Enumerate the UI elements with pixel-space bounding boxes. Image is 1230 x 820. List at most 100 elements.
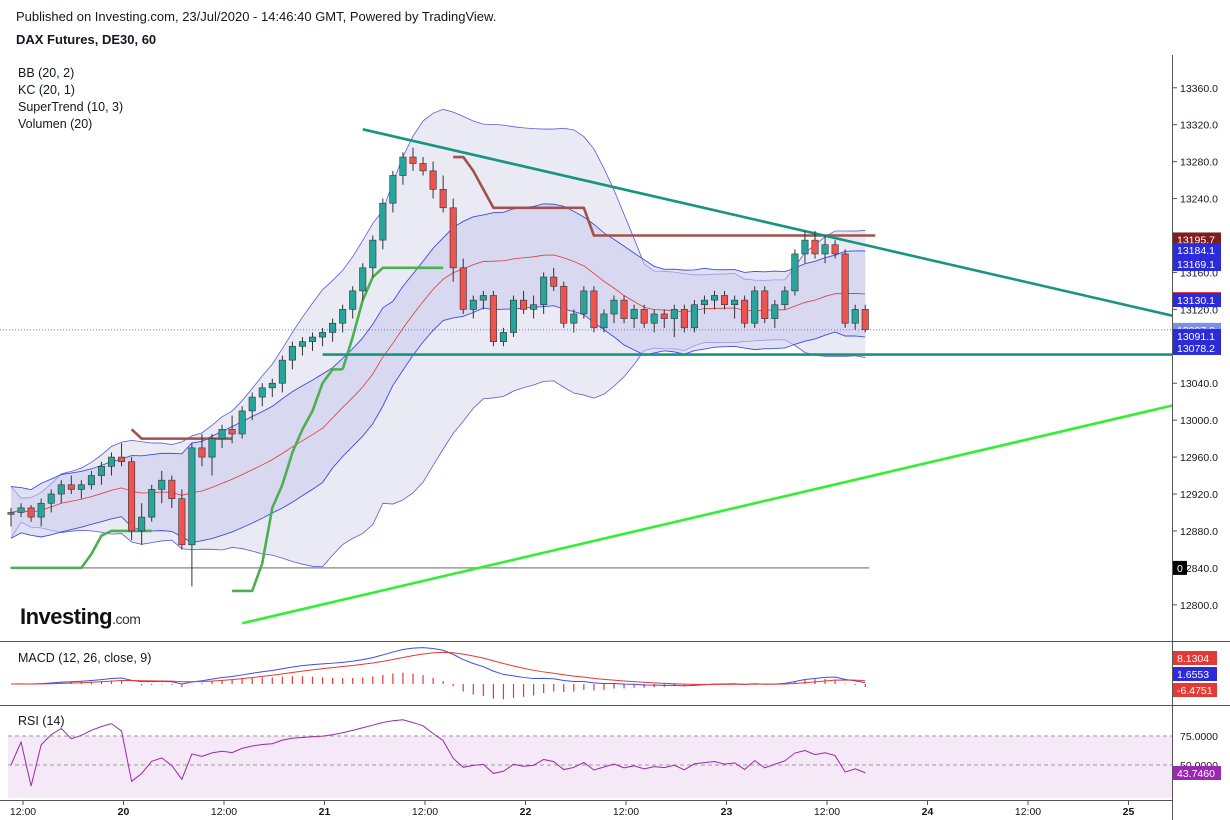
candle-body	[690, 304, 698, 329]
candle-body	[67, 484, 75, 490]
candle-body	[600, 313, 608, 329]
trendline-ascending-support	[241, 404, 1172, 625]
candle-body	[580, 290, 588, 315]
y-tick-label: 12840.0	[1180, 563, 1218, 575]
price-tag-label: 13169.1	[1177, 259, 1215, 271]
logo-suffix: .com	[112, 611, 141, 627]
macd-label[interactable]: MACD (12, 26, close, 9)	[18, 651, 152, 665]
candle-body	[499, 332, 507, 342]
candle-body	[138, 516, 146, 532]
y-tick-label: 13040.0	[1180, 378, 1218, 390]
candle-body	[118, 456, 126, 463]
price-tag-label: 13130.1	[1177, 295, 1215, 307]
x-tick-label: 22	[520, 806, 532, 818]
investing-logo: Investing.com	[20, 604, 141, 630]
price-tag	[1173, 293, 1221, 308]
x-tick-label: 21	[319, 806, 331, 818]
indicator-bb[interactable]: BB (20, 2)	[18, 66, 75, 80]
candle-body	[751, 290, 759, 324]
candle-body	[479, 295, 487, 301]
candle-body	[258, 387, 266, 398]
candle-body	[520, 299, 528, 310]
candle-body	[700, 299, 708, 306]
macd-tag	[1173, 683, 1217, 697]
x-tick-label: 12:00	[211, 806, 237, 818]
keltner-lower	[10, 305, 866, 544]
y-tick-label: 13120.0	[1180, 304, 1218, 316]
candle-body	[77, 484, 85, 490]
trendline-descending-resistance	[362, 128, 1172, 317]
y-tick-label: 12920.0	[1180, 489, 1218, 501]
candle-body	[811, 239, 819, 255]
candle-body	[409, 156, 417, 164]
candle-body	[831, 244, 839, 255]
candle-body	[550, 276, 558, 287]
candle-body	[178, 498, 186, 546]
price-tag	[1173, 329, 1221, 344]
supertrend-segment	[341, 266, 444, 370]
candle-body	[238, 410, 246, 435]
candle-body	[821, 244, 829, 255]
candle-body	[298, 341, 306, 347]
candle-body	[168, 479, 176, 499]
candle-body	[761, 290, 769, 319]
candle-body	[851, 309, 859, 324]
candle-body	[369, 239, 377, 269]
x-tick-label: 23	[721, 806, 733, 818]
price-tag-label: 13078.2	[1177, 343, 1215, 355]
candle-body	[17, 507, 25, 513]
indicator-volume[interactable]: Volumen (20)	[18, 117, 93, 131]
candle-body	[278, 359, 286, 384]
y-tick-label: 13320.0	[1180, 120, 1218, 132]
indicator-supertrend[interactable]: SuperTrend (10, 3)	[18, 100, 124, 114]
candle-body	[429, 170, 437, 190]
macd-tag	[1173, 651, 1217, 665]
candle-body	[87, 475, 95, 486]
price-tag	[1173, 257, 1221, 272]
y-tick-label: 12880.0	[1180, 526, 1218, 538]
y-tick-label: 12960.0	[1180, 452, 1218, 464]
candle-body	[47, 493, 55, 504]
candle-body	[108, 456, 116, 467]
candle-body	[128, 461, 136, 532]
candle-body	[248, 396, 256, 412]
y-tick-label: 13000.0	[1180, 415, 1218, 427]
candle-body	[329, 322, 337, 333]
rsi-tag-label: 43.7460	[1177, 768, 1215, 780]
candle-body	[339, 309, 347, 324]
candle-body	[771, 304, 779, 319]
rsi-tag	[1173, 766, 1221, 780]
rsi-label[interactable]: RSI (14)	[18, 714, 65, 728]
x-tick-label: 12:00	[814, 806, 840, 818]
indicator-kc[interactable]: KC (20, 1)	[18, 83, 75, 97]
candle-body	[389, 175, 397, 204]
candle-body	[469, 299, 477, 310]
y-tick-label: 13240.0	[1180, 194, 1218, 206]
candle-body	[158, 479, 166, 490]
candle-body	[379, 202, 387, 241]
logo-text: Investing	[20, 604, 113, 629]
candle-body	[319, 332, 327, 338]
x-tick-label: 12:00	[613, 806, 639, 818]
x-tick-label: 12:00	[10, 806, 36, 818]
candle-body	[680, 309, 688, 329]
candle-body	[650, 313, 658, 324]
candle-body	[620, 299, 628, 319]
candle-body	[308, 336, 316, 342]
price-tag	[1173, 340, 1221, 355]
price-tag-label: 13184.1	[1177, 245, 1215, 257]
candle-body	[359, 267, 367, 292]
candle-body	[509, 299, 517, 333]
y-tick-label: 13360.0	[1180, 83, 1218, 95]
x-tick-label: 20	[118, 806, 130, 818]
candle-body	[721, 295, 729, 306]
candle-body	[489, 295, 497, 342]
candle-body	[459, 267, 467, 310]
candle-body	[268, 382, 276, 389]
symbol-title: DAX Futures, DE30, 60	[16, 32, 157, 47]
keltner-channel-fill	[11, 203, 866, 543]
candle-body	[399, 156, 407, 176]
candle-body	[610, 299, 618, 315]
candle-body	[640, 309, 648, 324]
